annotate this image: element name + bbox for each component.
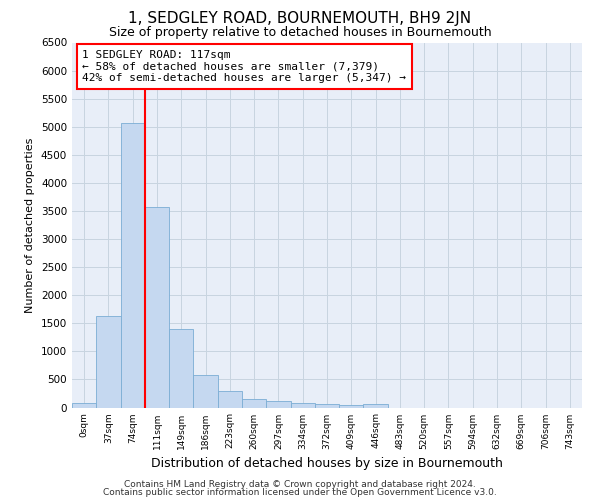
- X-axis label: Distribution of detached houses by size in Bournemouth: Distribution of detached houses by size …: [151, 457, 503, 470]
- Bar: [72, 404, 96, 407]
- Bar: [145, 206, 169, 408]
- Bar: [169, 330, 193, 407]
- Bar: [121, 122, 145, 408]
- Bar: [96, 316, 121, 408]
- Bar: [315, 404, 339, 407]
- Y-axis label: Number of detached properties: Number of detached properties: [25, 138, 35, 312]
- Text: 1 SEDGLEY ROAD: 117sqm
← 58% of detached houses are smaller (7,379)
42% of semi-: 1 SEDGLEY ROAD: 117sqm ← 58% of detached…: [82, 50, 406, 83]
- Bar: [193, 375, 218, 408]
- Text: Size of property relative to detached houses in Bournemouth: Size of property relative to detached ho…: [109, 26, 491, 39]
- Bar: [266, 402, 290, 407]
- Text: 1, SEDGLEY ROAD, BOURNEMOUTH, BH9 2JN: 1, SEDGLEY ROAD, BOURNEMOUTH, BH9 2JN: [128, 11, 472, 26]
- Bar: [242, 399, 266, 407]
- Text: Contains HM Land Registry data © Crown copyright and database right 2024.: Contains HM Land Registry data © Crown c…: [124, 480, 476, 489]
- Text: Contains public sector information licensed under the Open Government Licence v3: Contains public sector information licen…: [103, 488, 497, 497]
- Bar: [218, 391, 242, 407]
- Bar: [339, 406, 364, 407]
- Bar: [290, 403, 315, 407]
- Bar: [364, 404, 388, 407]
